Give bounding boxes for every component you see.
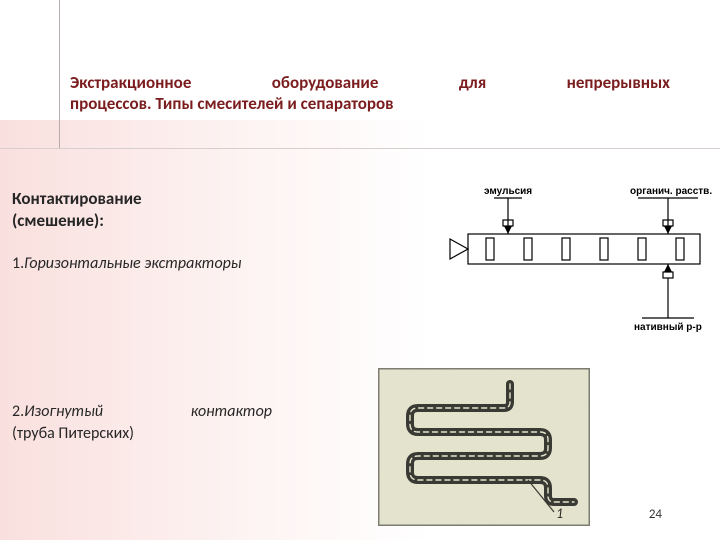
port-organic: органич. расств. (630, 186, 712, 234)
outlet-arrow (450, 239, 468, 259)
mixer-plate (524, 238, 532, 260)
label-organic: органич. расств. (630, 186, 712, 197)
title-line-1: Экстракционное оборудование для непрерыв… (70, 72, 670, 93)
annotation-label: 1 (556, 505, 563, 522)
item1-number: 1. (12, 254, 24, 273)
horizontal-extractor-diagram: эмульсия органич. расств. нативный р-р (432, 180, 718, 350)
mixer-plate (486, 238, 494, 260)
section-heading-line-2: (смешение): (12, 210, 282, 231)
section-heading-line-1: Контактирование (12, 188, 282, 209)
page-number: 24 (649, 507, 662, 522)
slide-title: Экстракционное оборудование для непрерыв… (70, 72, 670, 115)
mixer-plate (638, 238, 646, 260)
port-emulsion: эмульсия (484, 186, 532, 234)
mixer-plate (600, 238, 608, 260)
title-line-2: процессов. Типы смесителей и сепараторов (70, 93, 670, 114)
item2-text: Изогнутый контактор (24, 402, 272, 421)
horizontal-rule (0, 148, 720, 149)
mixer-plates (486, 238, 684, 260)
list-item-1: 1.Горизонтальные экстракторы (12, 254, 282, 274)
label-emulsion: эмульсия (484, 186, 532, 197)
mixer-plate (562, 238, 570, 260)
list-item-2: 2.Изогнутый контактор (12, 402, 272, 421)
vertical-rule (59, 0, 60, 148)
label-native: нативный р-р (634, 322, 702, 333)
mixer-plate (676, 238, 684, 260)
port-native: нативный р-р (634, 264, 702, 333)
list-item-2-sub: (труба Питерских) (12, 424, 282, 443)
tube-body (468, 234, 700, 264)
bent-contactor-diagram: 1 (378, 368, 590, 526)
item1-text: Горизонтальные экстракторы (24, 254, 241, 273)
item2-number: 2. (12, 402, 24, 421)
